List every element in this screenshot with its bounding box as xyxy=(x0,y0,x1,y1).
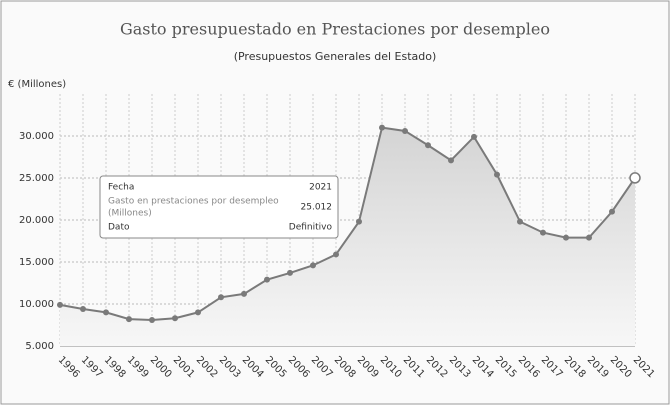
point xyxy=(80,306,86,313)
point xyxy=(517,218,523,225)
point xyxy=(425,142,431,149)
point xyxy=(379,124,385,131)
point xyxy=(540,229,546,236)
y-tick-label: 20.000 xyxy=(19,215,54,226)
point xyxy=(471,133,477,140)
point xyxy=(126,316,132,323)
y-axis-label: € (Millones) xyxy=(8,79,66,90)
point xyxy=(287,269,293,276)
point xyxy=(57,301,63,308)
point xyxy=(103,309,109,316)
y-tick-label: 5.000 xyxy=(25,341,54,352)
point xyxy=(563,234,569,241)
chart-title: Gasto presupuestado en Prestaciones por … xyxy=(120,20,550,39)
point xyxy=(448,157,454,164)
tooltip-box xyxy=(99,175,339,239)
point xyxy=(241,290,247,297)
chart-subtitle: (Presupuestos Generales del Estado) xyxy=(234,50,437,63)
point xyxy=(149,316,155,323)
point xyxy=(494,171,500,178)
point xyxy=(629,172,641,184)
point xyxy=(609,208,615,215)
tooltip-type: Definitivo xyxy=(289,223,333,233)
area xyxy=(60,127,635,346)
line xyxy=(59,126,636,321)
tooltip-type-label: Dato xyxy=(108,223,130,233)
point xyxy=(333,251,339,258)
point xyxy=(356,218,362,225)
tooltip: Fecha 2021 Gasto en prestaciones por desem… xyxy=(99,175,339,239)
tooltip-date-label: Fecha xyxy=(108,183,134,193)
y-tick-label: 15.000 xyxy=(19,257,54,268)
point xyxy=(172,315,178,322)
tooltip-series: Gasto en prestaciones por desempleo xyxy=(108,197,279,207)
point xyxy=(310,262,316,269)
point xyxy=(195,309,201,316)
y-tick-label: 10.000 xyxy=(19,299,54,310)
point xyxy=(264,276,270,283)
point xyxy=(586,234,592,241)
tooltip-unit: (Millones) xyxy=(108,209,152,219)
tooltip-date: 2021 xyxy=(309,183,332,193)
y-tick-label: 25.000 xyxy=(19,173,54,184)
point xyxy=(402,127,408,134)
point xyxy=(218,294,224,301)
tooltip-value: 25.012 xyxy=(301,203,333,213)
y-tick-label: 30.000 xyxy=(19,131,54,142)
